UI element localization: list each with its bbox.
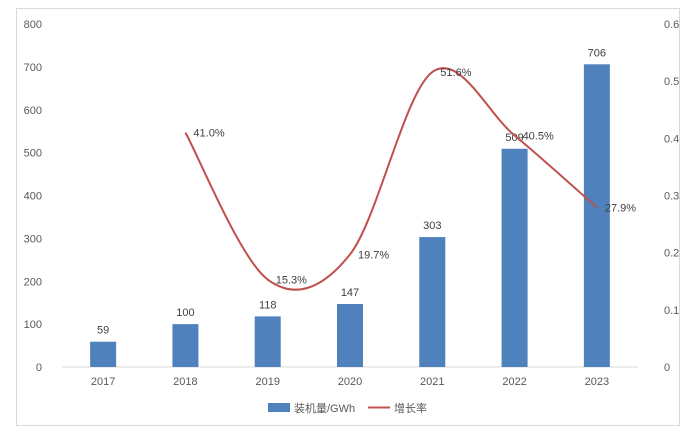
right-axis-tick-label: 0.6 bbox=[664, 19, 679, 31]
bar-2017 bbox=[90, 341, 117, 367]
legend: 装机量/GWh 增长率 bbox=[268, 401, 427, 415]
x-axis-tick-label: 2017 bbox=[91, 376, 115, 388]
right-axis-tick-label: 0.5 bbox=[664, 76, 679, 88]
bar-2018 bbox=[172, 324, 199, 367]
right-axis-tick-label: 0.3 bbox=[664, 191, 679, 203]
growth-rate-label: 40.5% bbox=[523, 130, 554, 142]
bar-data-labels: 59 100 118 147 303 509 706 bbox=[97, 47, 606, 336]
right-axis-tick-label: 0.2 bbox=[664, 248, 679, 260]
right-axis-tick-label: 0 bbox=[664, 362, 670, 374]
left-y-axis: 0 100 200 300 400 500 600 700 800 bbox=[24, 19, 42, 374]
left-axis-tick-label: 400 bbox=[24, 191, 42, 203]
bar-value-label: 118 bbox=[259, 299, 277, 311]
x-axis-tick-label: 2021 bbox=[420, 376, 444, 388]
growth-rate-label: 27.9% bbox=[605, 203, 636, 215]
growth-rate-label: 51.6% bbox=[440, 67, 471, 79]
bar-value-label: 303 bbox=[423, 220, 441, 232]
left-axis-tick-label: 700 bbox=[24, 62, 42, 74]
legend-bar-swatch bbox=[268, 403, 290, 412]
x-axis-tick-label: 2019 bbox=[255, 376, 279, 388]
bar-2021 bbox=[419, 237, 446, 367]
growth-rate-label: 15.3% bbox=[276, 275, 307, 287]
growth-rate-label: 41.0% bbox=[193, 128, 224, 140]
growth-rate-labels: 41.0% 15.3% 19.7% 51.6% 40.5% 27.9% bbox=[193, 67, 636, 287]
bar-value-label: 100 bbox=[176, 307, 194, 319]
x-axis-tick-label: 2022 bbox=[502, 376, 526, 388]
x-axis-tick-label: 2018 bbox=[173, 376, 197, 388]
right-y-axis: 0 0.1 0.2 0.3 0.4 0.5 0.6 bbox=[664, 19, 679, 374]
bar-series bbox=[90, 64, 610, 368]
legend-bar-label: 装机量/GWh bbox=[294, 401, 355, 415]
x-axis-tick-label: 2020 bbox=[338, 376, 362, 388]
bar-2022 bbox=[501, 148, 528, 367]
right-axis-tick-label: 0.1 bbox=[664, 305, 679, 317]
bar-value-label: 706 bbox=[588, 47, 606, 59]
growth-rate-label: 19.7% bbox=[358, 249, 389, 261]
bar-2020 bbox=[337, 303, 363, 367]
right-axis-tick-label: 0.4 bbox=[664, 133, 679, 145]
left-axis-tick-label: 800 bbox=[24, 19, 42, 31]
left-axis-tick-label: 300 bbox=[24, 233, 42, 245]
left-axis-tick-label: 100 bbox=[24, 319, 42, 331]
left-axis-tick-label: 200 bbox=[24, 276, 42, 288]
bar-value-label: 509 bbox=[505, 132, 523, 144]
growth-rate-line bbox=[184, 67, 598, 291]
x-axis-ticks: 2017 2018 2019 2020 2021 2022 2023 bbox=[91, 376, 609, 388]
legend-line-label: 增长率 bbox=[394, 401, 427, 415]
x-axis-tick-label: 2023 bbox=[585, 376, 609, 388]
bar-2023 bbox=[583, 64, 610, 368]
bar-value-label: 59 bbox=[97, 325, 109, 337]
bar-2019 bbox=[254, 316, 281, 367]
left-axis-tick-label: 0 bbox=[36, 362, 42, 374]
left-axis-tick-label: 500 bbox=[24, 148, 42, 160]
left-axis-tick-label: 600 bbox=[24, 105, 42, 117]
bar-value-label: 147 bbox=[341, 287, 359, 299]
